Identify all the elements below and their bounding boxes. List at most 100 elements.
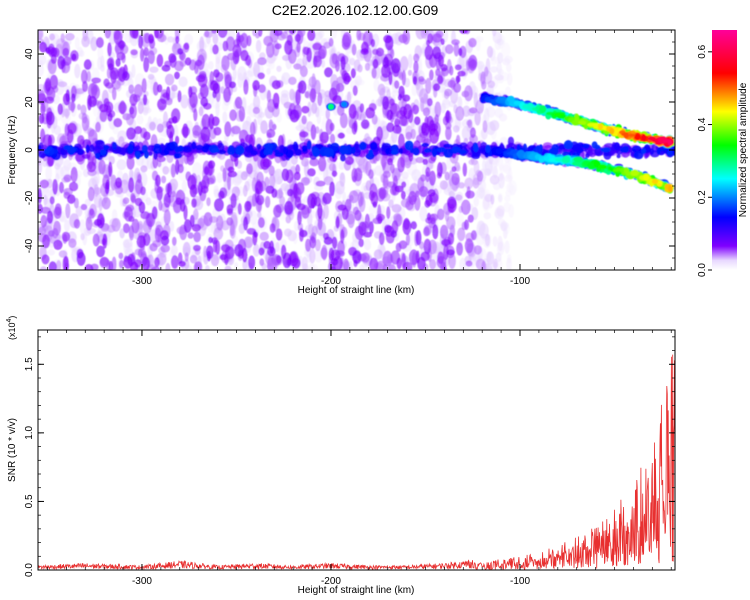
- heatmap-cell: [203, 245, 208, 258]
- heatmap-cell: [39, 179, 50, 189]
- heatmap-cell: [382, 250, 393, 267]
- heatmap-cell: [418, 186, 429, 198]
- heatmap-cell: [252, 79, 260, 91]
- heatmap-cell: [258, 111, 265, 118]
- heatmap-cell: [45, 47, 51, 54]
- heatmap-cell: [191, 141, 197, 150]
- heatmap-cell: [413, 60, 419, 74]
- heatmap-cell: [411, 169, 422, 182]
- heatmap-cell: [155, 174, 161, 187]
- heatmap-cell: [272, 123, 277, 131]
- heatmap-cell: [161, 175, 167, 184]
- heatmap-cell: [213, 126, 222, 136]
- heatmap-cell: [320, 247, 328, 260]
- heatmap-cell: [165, 262, 171, 270]
- heatmap-cell: [419, 206, 428, 222]
- heatmap-cell: [143, 131, 151, 141]
- heatmap-cell: [487, 80, 496, 89]
- heatmap-cell: [295, 182, 305, 195]
- heatmap-cell: [330, 258, 339, 266]
- heatmap-cell: [253, 95, 261, 110]
- heatmap-cell: [111, 218, 121, 232]
- heatmap-cell: [455, 106, 465, 121]
- heatmap-cell: [476, 187, 486, 200]
- heatmap-cell: [130, 49, 138, 56]
- heatmap-cell: [40, 214, 48, 228]
- heatmap-cell: [240, 171, 248, 181]
- heatmap-cell: [197, 181, 203, 196]
- heatmap-cell: [609, 127, 615, 135]
- heatmap-cell: [405, 131, 413, 141]
- heatmap-cell: [342, 32, 352, 48]
- heatmap-cell: [264, 142, 274, 150]
- heatmap-cell: [401, 70, 406, 86]
- heatmap-cell: [394, 185, 404, 193]
- heatmap-cell: [87, 82, 98, 99]
- heatmap-cell: [473, 143, 479, 153]
- heatmap-cell: [312, 42, 322, 51]
- heatmap-cell: [208, 61, 214, 70]
- heatmap-cell: [484, 168, 492, 176]
- heatmap-cell: [318, 156, 327, 172]
- heatmap-cell: [180, 94, 189, 109]
- heatmap-cell: [284, 200, 294, 215]
- heatmap-cell: [495, 252, 502, 263]
- heatmap-cell: [246, 35, 252, 47]
- heatmap-cell: [301, 115, 307, 125]
- heatmap-cell: [620, 147, 627, 153]
- heatmap-cell: [138, 34, 144, 49]
- heatmap-cell: [254, 180, 264, 195]
- heatmap-cell: [182, 241, 191, 257]
- heatmap-cell: [38, 84, 45, 91]
- heatmap-cell: [352, 250, 362, 264]
- heatmap-cell: [455, 75, 460, 84]
- heatmap-cell: [45, 165, 53, 181]
- heatmap-cell: [323, 236, 333, 245]
- heatmap-cell: [368, 149, 374, 157]
- heatmap-cell: [286, 188, 294, 197]
- heatmap-cell: [396, 257, 402, 270]
- heatmap-cell: [276, 254, 282, 264]
- heatmap-cell: [257, 57, 267, 66]
- heatmap-cell: [140, 47, 145, 62]
- heatmap-cell: [152, 81, 159, 96]
- heatmap-cell: [87, 186, 95, 202]
- heatmap-cell: [175, 159, 180, 175]
- heatmap-cell: [363, 231, 372, 238]
- heatmap-cell: [38, 187, 43, 204]
- heatmap-cell: [149, 121, 156, 131]
- heatmap-cell: [156, 54, 164, 67]
- heatmap-cell: [229, 81, 236, 89]
- heatmap-cell: [54, 203, 62, 216]
- heatmap-cell: [230, 193, 237, 209]
- heatmap-cell: [76, 251, 86, 266]
- heatmap-cell: [329, 122, 335, 132]
- heatmap-cell: [284, 40, 293, 55]
- heatmap-cell: [489, 120, 500, 131]
- heatmap-cell: [191, 223, 202, 232]
- heatmap-cell: [140, 186, 146, 196]
- heatmap-cell: [432, 224, 439, 240]
- heatmap-cell: [86, 161, 97, 173]
- heatmap-cell: [102, 233, 108, 249]
- heatmap-cell: [391, 183, 397, 195]
- heatmap-cell: [378, 232, 385, 246]
- heatmap-cell: [382, 96, 390, 110]
- heatmap-cell: [306, 47, 312, 63]
- heatmap-cell: [80, 104, 87, 116]
- heatmap-cell: [469, 127, 476, 139]
- heatmap-cell: [154, 30, 159, 39]
- heatmap-cell: [403, 103, 413, 120]
- heatmap-cell: [171, 84, 178, 92]
- heatmap-cell: [425, 39, 431, 47]
- heatmap-cell: [138, 201, 146, 214]
- heatmap-cell: [294, 33, 301, 43]
- heatmap-cell: [329, 181, 335, 197]
- heatmap-cell: [464, 238, 474, 254]
- heatmap-cell: [222, 111, 228, 124]
- heatmap-cell: [199, 36, 205, 53]
- heatmap-cell: [183, 42, 190, 50]
- heatmap-cell: [59, 181, 64, 194]
- heatmap-cell: [372, 58, 379, 69]
- heatmap-cell: [445, 44, 454, 55]
